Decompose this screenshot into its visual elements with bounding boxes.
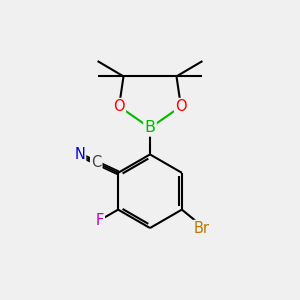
Text: B: B bbox=[145, 120, 155, 135]
Text: F: F bbox=[96, 213, 104, 228]
Text: C: C bbox=[91, 155, 101, 170]
Text: O: O bbox=[175, 99, 187, 114]
Text: N: N bbox=[74, 147, 85, 162]
Text: Br: Br bbox=[194, 221, 210, 236]
Text: O: O bbox=[113, 99, 125, 114]
